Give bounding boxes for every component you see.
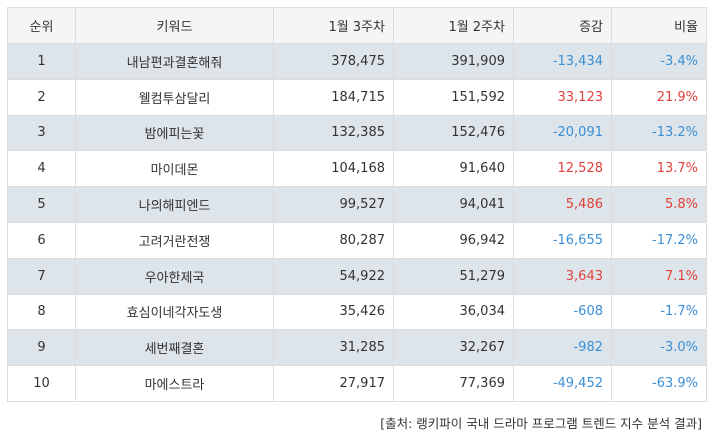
cell-keyword: 효심이네각자도생 xyxy=(75,293,274,331)
cell-rank: 6 xyxy=(7,221,76,259)
header-rank: 순위 xyxy=(7,7,76,44)
cell-week2: 152,476 xyxy=(393,114,514,152)
cell-rank: 10 xyxy=(7,365,76,402)
cell-ratio: 7.1% xyxy=(611,257,707,295)
cell-week2: 91,640 xyxy=(393,150,514,188)
table-header-row: 순위 키워드 1월 3주차 1월 2주차 증감 비율 xyxy=(7,7,707,44)
cell-keyword: 내남편과결혼해줘 xyxy=(75,43,274,80)
cell-week3: 99,527 xyxy=(273,186,394,223)
cell-rank: 7 xyxy=(7,257,76,295)
table-row: 8 효심이네각자도생 35,426 36,034 -608 -1.7% xyxy=(7,293,707,331)
cell-ratio: 5.8% xyxy=(611,186,707,223)
cell-ratio: -3.4% xyxy=(611,43,707,80)
cell-week3: 184,715 xyxy=(273,78,394,116)
cell-change: -608 xyxy=(513,293,612,331)
cell-keyword: 마이데몬 xyxy=(75,150,274,188)
cell-change: -13,434 xyxy=(513,43,612,80)
cell-keyword: 세번째결혼 xyxy=(75,329,274,367)
header-week2: 1월 2주차 xyxy=(393,7,514,44)
cell-ratio: 21.9% xyxy=(611,78,707,116)
cell-week2: 151,592 xyxy=(393,78,514,116)
cell-keyword: 나의해피엔드 xyxy=(75,186,274,223)
cell-rank: 5 xyxy=(7,186,76,223)
cell-rank: 4 xyxy=(7,150,76,188)
cell-rank: 9 xyxy=(7,329,76,367)
cell-week2: 36,034 xyxy=(393,293,514,331)
table-row: 3 밤에피는꽃 132,385 152,476 -20,091 -13.2% xyxy=(7,114,707,152)
table-row: 5 나의해피엔드 99,527 94,041 5,486 5.8% xyxy=(7,186,707,223)
cell-rank: 2 xyxy=(7,78,76,116)
cell-week3: 27,917 xyxy=(273,365,394,402)
cell-week2: 94,041 xyxy=(393,186,514,223)
cell-ratio: -63.9% xyxy=(611,365,707,402)
cell-week2: 391,909 xyxy=(393,43,514,80)
cell-change: -16,655 xyxy=(513,221,612,259)
cell-week3: 31,285 xyxy=(273,329,394,367)
cell-week3: 54,922 xyxy=(273,257,394,295)
cell-change: -49,452 xyxy=(513,365,612,402)
table-row: 4 마이데몬 104,168 91,640 12,528 13.7% xyxy=(7,150,707,188)
cell-week3: 80,287 xyxy=(273,221,394,259)
cell-change: 12,528 xyxy=(513,150,612,188)
header-ratio: 비율 xyxy=(611,7,707,44)
cell-ratio: -17.2% xyxy=(611,221,707,259)
cell-week3: 104,168 xyxy=(273,150,394,188)
cell-ratio: -1.7% xyxy=(611,293,707,331)
cell-change: 33,123 xyxy=(513,78,612,116)
table-row: 9 세번째결혼 31,285 32,267 -982 -3.0% xyxy=(7,329,707,367)
cell-rank: 3 xyxy=(7,114,76,152)
table-row: 10 마에스트라 27,917 77,369 -49,452 -63.9% xyxy=(7,365,707,402)
cell-keyword: 고려거란전쟁 xyxy=(75,221,274,259)
cell-week3: 35,426 xyxy=(273,293,394,331)
table-row: 6 고려거란전쟁 80,287 96,942 -16,655 -17.2% xyxy=(7,221,707,259)
cell-change: 3,643 xyxy=(513,257,612,295)
cell-ratio: -3.0% xyxy=(611,329,707,367)
cell-keyword: 우아한제국 xyxy=(75,257,274,295)
cell-week2: 96,942 xyxy=(393,221,514,259)
cell-rank: 8 xyxy=(7,293,76,331)
cell-keyword: 마에스트라 xyxy=(75,365,274,402)
cell-keyword: 웰컴투삼달리 xyxy=(75,78,274,116)
header-change: 증감 xyxy=(513,7,612,44)
ranking-table: 순위 키워드 1월 3주차 1월 2주차 증감 비율 1 내남편과결혼해줘 378,… xyxy=(7,7,707,402)
cell-week3: 378,475 xyxy=(273,43,394,80)
cell-week2: 32,267 xyxy=(393,329,514,367)
cell-change: -20,091 xyxy=(513,114,612,152)
cell-change: -982 xyxy=(513,329,612,367)
cell-ratio: 13.7% xyxy=(611,150,707,188)
cell-keyword: 밤에피는꽃 xyxy=(75,114,274,152)
cell-week2: 77,369 xyxy=(393,365,514,402)
cell-change: 5,486 xyxy=(513,186,612,223)
header-week3: 1월 3주차 xyxy=(273,7,394,44)
header-keyword: 키워드 xyxy=(75,7,274,44)
cell-rank: 1 xyxy=(7,43,76,80)
cell-ratio: -13.2% xyxy=(611,114,707,152)
table-row: 1 내남편과결혼해줘 378,475 391,909 -13,434 -3.4% xyxy=(7,43,707,80)
table-body: 1 내남편과결혼해줘 378,475 391,909 -13,434 -3.4% 2 웰컴투삼… xyxy=(7,43,707,402)
table-row: 2 웰컴투삼달리 184,715 151,592 33,123 21.9% xyxy=(7,78,707,116)
source-caption: [출처: 랭키파이 국내 드라마 프로그램 트렌드 지수 분석 결과] xyxy=(380,416,702,431)
cell-week3: 132,385 xyxy=(273,114,394,152)
cell-week2: 51,279 xyxy=(393,257,514,295)
table-row: 7 우아한제국 54,922 51,279 3,643 7.1% xyxy=(7,257,707,295)
